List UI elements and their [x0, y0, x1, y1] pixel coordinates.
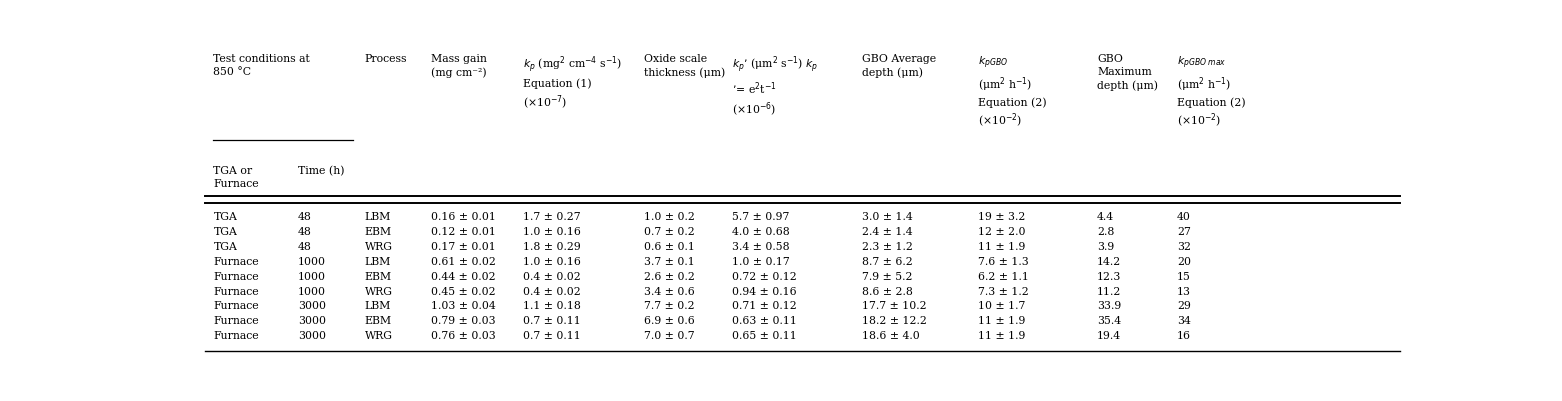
Text: TGA: TGA	[214, 212, 237, 222]
Text: 0.4 ± 0.02: 0.4 ± 0.02	[523, 286, 581, 296]
Text: 7.9 ± 5.2: 7.9 ± 5.2	[862, 271, 912, 281]
Text: 0.71 ± 0.12: 0.71 ± 0.12	[731, 301, 797, 311]
Text: 4.0 ± 0.68: 4.0 ± 0.68	[731, 227, 789, 237]
Text: 3.0 ± 1.4: 3.0 ± 1.4	[862, 212, 914, 222]
Text: 19 ± 3.2: 19 ± 3.2	[978, 212, 1026, 222]
Text: 0.16 ± 0.01: 0.16 ± 0.01	[431, 212, 497, 222]
Text: 0.7 ± 0.2: 0.7 ± 0.2	[645, 227, 695, 237]
Text: TGA: TGA	[214, 227, 237, 237]
Text: 3.4 ± 0.6: 3.4 ± 0.6	[645, 286, 695, 296]
Text: Oxide scale
thickness (μm): Oxide scale thickness (μm)	[645, 54, 726, 78]
Text: 19.4: 19.4	[1097, 330, 1122, 340]
Text: 1000: 1000	[298, 286, 326, 296]
Text: 8.6 ± 2.8: 8.6 ± 2.8	[862, 286, 914, 296]
Text: 48: 48	[298, 241, 312, 251]
Text: 17.7 ± 10.2: 17.7 ± 10.2	[862, 301, 926, 311]
Text: 4.4: 4.4	[1097, 212, 1114, 222]
Text: WRG: WRG	[364, 286, 392, 296]
Text: 18.2 ± 12.2: 18.2 ± 12.2	[862, 316, 928, 326]
Text: 2.4 ± 1.4: 2.4 ± 1.4	[862, 227, 912, 237]
Text: 6.2 ± 1.1: 6.2 ± 1.1	[978, 271, 1029, 281]
Text: Mass gain
(mg cm⁻²): Mass gain (mg cm⁻²)	[431, 54, 487, 78]
Text: LBM: LBM	[364, 301, 390, 311]
Text: 13: 13	[1178, 286, 1190, 296]
Text: 0.79 ± 0.03: 0.79 ± 0.03	[431, 316, 495, 326]
Text: 11.2: 11.2	[1097, 286, 1122, 296]
Text: Test conditions at
850 °C: Test conditions at 850 °C	[214, 54, 311, 77]
Text: 2.3 ± 1.2: 2.3 ± 1.2	[862, 241, 914, 251]
Text: 32: 32	[1178, 241, 1190, 251]
Text: 0.61 ± 0.02: 0.61 ± 0.02	[431, 256, 497, 266]
Text: 1.8 ± 0.29: 1.8 ± 0.29	[523, 241, 581, 251]
Text: 3.7 ± 0.1: 3.7 ± 0.1	[645, 256, 695, 266]
Text: WRG: WRG	[364, 241, 392, 251]
Text: 33.9: 33.9	[1097, 301, 1122, 311]
Text: Furnace: Furnace	[214, 271, 259, 281]
Text: 1.0 ± 0.16: 1.0 ± 0.16	[523, 256, 581, 266]
Text: LBM: LBM	[364, 256, 390, 266]
Text: Furnace: Furnace	[214, 286, 259, 296]
Text: 5.7 ± 0.97: 5.7 ± 0.97	[731, 212, 789, 222]
Text: Furnace: Furnace	[214, 330, 259, 340]
Text: 3000: 3000	[298, 316, 326, 326]
Text: 7.0 ± 0.7: 7.0 ± 0.7	[645, 330, 695, 340]
Text: Furnace: Furnace	[214, 256, 259, 266]
Text: 0.65 ± 0.11: 0.65 ± 0.11	[731, 330, 797, 340]
Text: 48: 48	[298, 227, 312, 237]
Text: 8.7 ± 6.2: 8.7 ± 6.2	[862, 256, 914, 266]
Text: 0.17 ± 0.01: 0.17 ± 0.01	[431, 241, 497, 251]
Text: 3000: 3000	[298, 330, 326, 340]
Text: 1.0 ± 0.16: 1.0 ± 0.16	[523, 227, 581, 237]
Text: Time (h): Time (h)	[298, 166, 345, 176]
Text: 0.4 ± 0.02: 0.4 ± 0.02	[523, 271, 581, 281]
Text: 1.03 ± 0.04: 1.03 ± 0.04	[431, 301, 497, 311]
Text: 10 ± 1.7: 10 ± 1.7	[978, 301, 1026, 311]
Text: 1000: 1000	[298, 256, 326, 266]
Text: 0.76 ± 0.03: 0.76 ± 0.03	[431, 330, 497, 340]
Text: EBM: EBM	[364, 271, 392, 281]
Text: 29: 29	[1178, 301, 1190, 311]
Text: TGA: TGA	[214, 241, 237, 251]
Text: 3000: 3000	[298, 301, 326, 311]
Text: 3.9: 3.9	[1097, 241, 1114, 251]
Text: 12.3: 12.3	[1097, 271, 1122, 281]
Text: TGA or
Furnace: TGA or Furnace	[214, 166, 259, 188]
Text: 14.2: 14.2	[1097, 256, 1122, 266]
Text: $k_{pGBO}$
(μm$^2$ h$^{-1}$)
Equation (2)
(×10$^{-2}$): $k_{pGBO}$ (μm$^2$ h$^{-1}$) Equation (2…	[978, 54, 1047, 130]
Text: 0.45 ± 0.02: 0.45 ± 0.02	[431, 286, 495, 296]
Text: 2.8: 2.8	[1097, 227, 1114, 237]
Text: 35.4: 35.4	[1097, 316, 1122, 326]
Text: 11 ± 1.9: 11 ± 1.9	[978, 330, 1026, 340]
Text: LBM: LBM	[364, 212, 390, 222]
Text: Furnace: Furnace	[214, 316, 259, 326]
Text: 3.4 ± 0.58: 3.4 ± 0.58	[731, 241, 789, 251]
Text: 12 ± 2.0: 12 ± 2.0	[978, 227, 1026, 237]
Text: 0.44 ± 0.02: 0.44 ± 0.02	[431, 271, 495, 281]
Text: 0.12 ± 0.01: 0.12 ± 0.01	[431, 227, 497, 237]
Text: 48: 48	[298, 212, 312, 222]
Text: 34: 34	[1178, 316, 1190, 326]
Text: 1.0 ± 0.2: 1.0 ± 0.2	[645, 212, 695, 222]
Text: 18.6 ± 4.0: 18.6 ± 4.0	[862, 330, 920, 340]
Text: 20: 20	[1178, 256, 1190, 266]
Text: EBM: EBM	[364, 316, 392, 326]
Text: 27: 27	[1178, 227, 1190, 237]
Text: $k_{pGBO\ max}$
(μm$^2$ h$^{-1}$)
Equation (2)
(×10$^{-2}$): $k_{pGBO\ max}$ (μm$^2$ h$^{-1}$) Equati…	[1178, 54, 1245, 130]
Text: 0.6 ± 0.1: 0.6 ± 0.1	[645, 241, 695, 251]
Text: 6.9 ± 0.6: 6.9 ± 0.6	[645, 316, 695, 326]
Text: 7.3 ± 1.2: 7.3 ± 1.2	[978, 286, 1029, 296]
Text: 7.6 ± 1.3: 7.6 ± 1.3	[978, 256, 1029, 266]
Text: 0.94 ± 0.16: 0.94 ± 0.16	[731, 286, 797, 296]
Text: Furnace: Furnace	[214, 301, 259, 311]
Text: 1.0 ± 0.17: 1.0 ± 0.17	[731, 256, 789, 266]
Text: 0.63 ± 0.11: 0.63 ± 0.11	[731, 316, 797, 326]
Text: 0.7 ± 0.11: 0.7 ± 0.11	[523, 330, 581, 340]
Text: 7.7 ± 0.2: 7.7 ± 0.2	[645, 301, 695, 311]
Text: 1.7 ± 0.27: 1.7 ± 0.27	[523, 212, 581, 222]
Text: 0.7 ± 0.11: 0.7 ± 0.11	[523, 316, 581, 326]
Text: $k_p$’ (μm$^2$ s$^{-1}$) $k_p$
’= e$^2$t$^{-1}$
(×10$^{-6}$): $k_p$’ (μm$^2$ s$^{-1}$) $k_p$ ’= e$^2$t…	[731, 54, 818, 119]
Text: 11 ± 1.9: 11 ± 1.9	[978, 316, 1026, 326]
Text: GBO
Maximum
depth (μm): GBO Maximum depth (μm)	[1097, 54, 1157, 91]
Text: 1.1 ± 0.18: 1.1 ± 0.18	[523, 301, 581, 311]
Text: 1000: 1000	[298, 271, 326, 281]
